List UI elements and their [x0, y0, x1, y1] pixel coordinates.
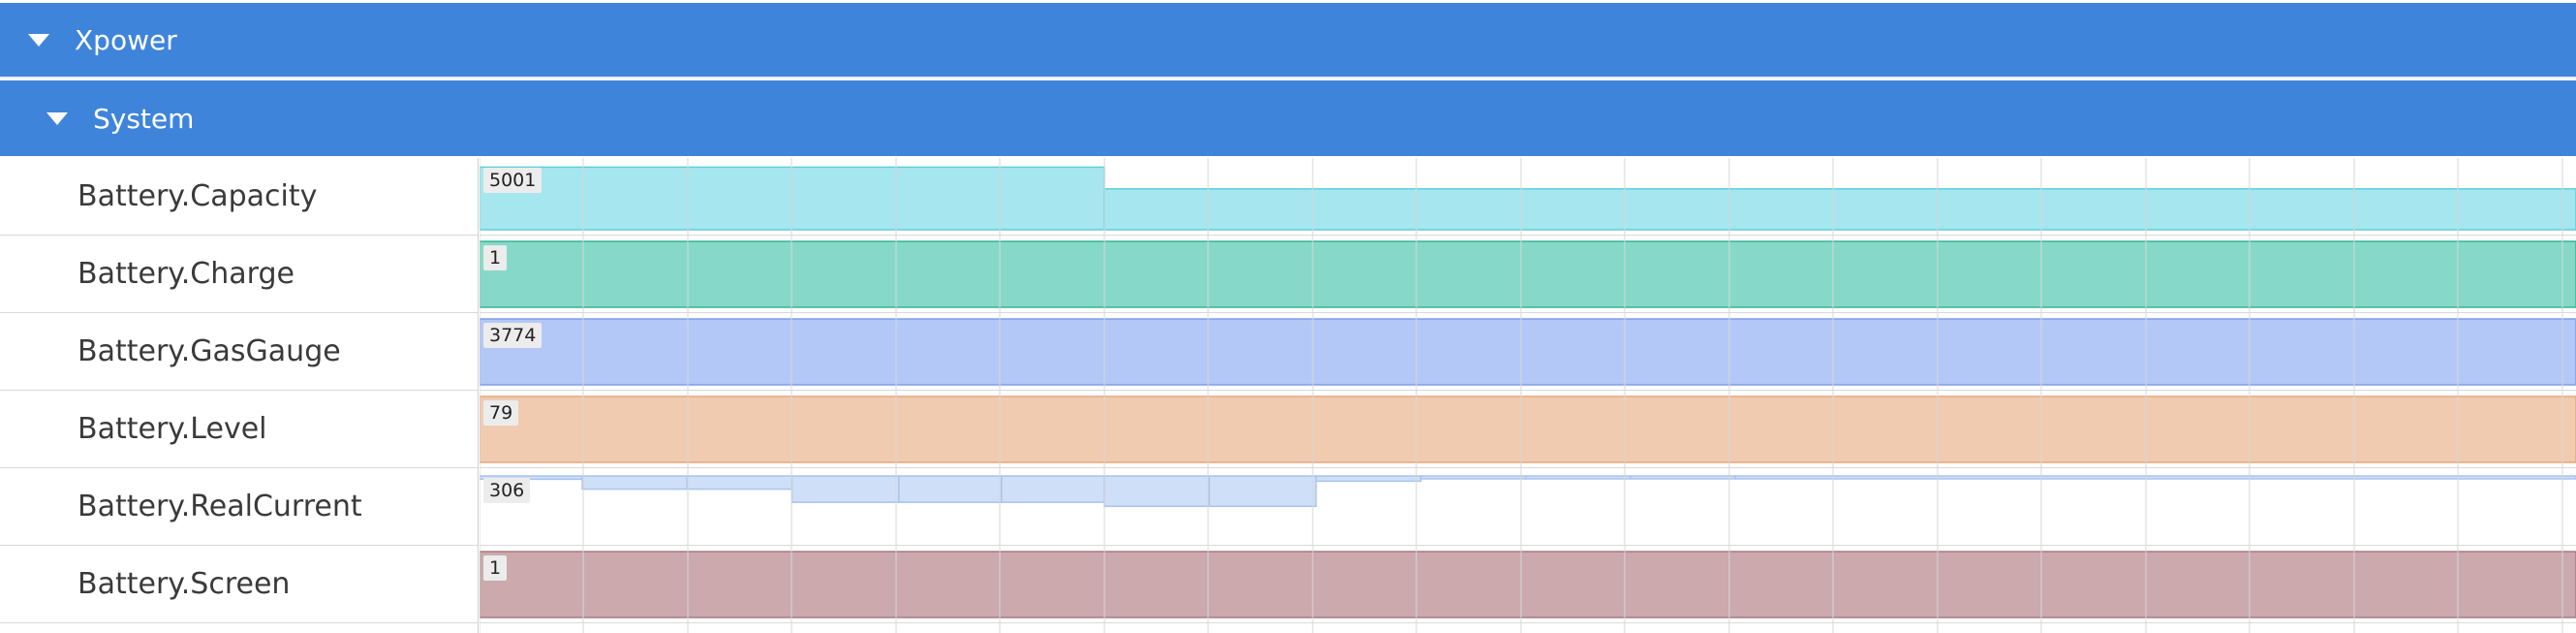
group-label: System: [93, 102, 195, 135]
track-segment: [480, 240, 2576, 308]
track-name: Battery.GasGauge: [78, 334, 341, 368]
track-row-battery-capacity[interactable]: 5001: [480, 158, 2576, 236]
track-label-battery-gasgauge[interactable]: Battery.GasGauge: [0, 313, 478, 391]
track-segment: [480, 551, 2576, 618]
value-badge: 5001: [483, 168, 543, 193]
track-row-battery-gasgauge[interactable]: 3774: [480, 313, 2576, 391]
timeline-tracks: [480, 158, 2576, 633]
track-label-battery-realcurrent[interactable]: Battery.RealCurrent: [0, 468, 478, 546]
track-segment: [1103, 188, 2576, 231]
collapse-caret-icon[interactable]: [47, 111, 68, 125]
value-badge: 3774: [483, 323, 543, 348]
track-label-battery-charge[interactable]: Battery.Charge: [0, 236, 478, 313]
track-label-battery-level[interactable]: Battery.Level: [0, 391, 478, 468]
track-row-battery-charge[interactable]: 1: [480, 236, 2576, 313]
value-badge: 79: [483, 400, 519, 426]
track-name: Battery.Screen: [78, 567, 291, 601]
group-header-system[interactable]: System: [0, 80, 2576, 156]
track-row-battery-screen[interactable]: 1: [480, 546, 2576, 623]
track-name: Battery.Charge: [78, 257, 295, 291]
timeline-track-area[interactable]: 5001 1 3774 79 306 1: [480, 158, 2576, 633]
group-header-xpower[interactable]: Xpower: [0, 3, 2576, 79]
track-label-battery-capacity[interactable]: Battery.Capacity: [0, 158, 478, 236]
track-row-battery-level[interactable]: 79: [480, 391, 2576, 468]
group-label: Xpower: [75, 23, 177, 56]
track-label-battery-screen[interactable]: Battery.Screen: [0, 546, 478, 623]
value-badge: 1: [483, 245, 508, 270]
track-name: Battery.Capacity: [78, 179, 318, 213]
track-segment: [1001, 475, 1105, 503]
value-badge: 1: [483, 555, 508, 581]
track-segment: [480, 396, 2576, 463]
track-segment: [898, 475, 1003, 503]
track-segment: [1208, 475, 1318, 508]
track-row-battery-realcurrent[interactable]: 306: [480, 468, 2576, 546]
value-badge: 306: [483, 478, 531, 503]
track-label-column: Battery.Capacity Battery.Charge Battery.…: [0, 158, 479, 633]
track-segment: [1103, 475, 1210, 508]
track-name: Battery.RealCurrent: [78, 490, 362, 523]
collapse-caret-icon[interactable]: [28, 33, 49, 47]
track-name: Battery.Level: [78, 412, 267, 446]
track-segment: [480, 318, 2576, 386]
